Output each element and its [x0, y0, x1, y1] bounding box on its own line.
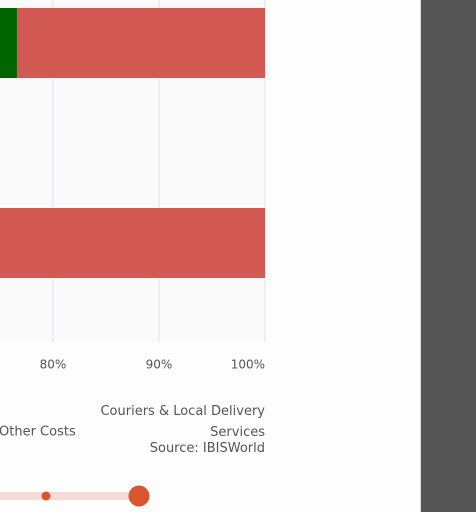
slider-handle[interactable] [128, 485, 150, 507]
legend-label: Other Costs [0, 425, 76, 440]
chart: 80% 90% 100% Other Costs [0, 0, 266, 507]
side-panel [420, 0, 476, 512]
slider-dot[interactable] [41, 491, 51, 501]
chart-title: Couriers & Local Delivery Services [100, 404, 265, 440]
bar-segment [0, 8, 17, 78]
x-tick-label: 90% [146, 358, 173, 372]
x-tick-label: 80% [40, 358, 67, 372]
bar-segment [16, 8, 266, 78]
bar-segment [0, 208, 265, 278]
x-tick-label: 100% [231, 358, 265, 372]
source: Source: IBISWorld [149, 441, 265, 456]
